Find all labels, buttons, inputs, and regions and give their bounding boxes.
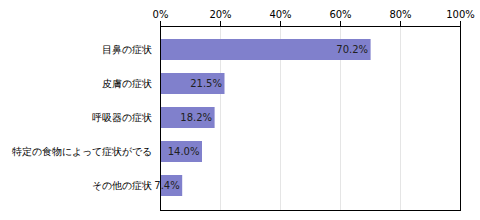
svg-text:40%: 40% <box>269 9 291 20</box>
svg-text:100%: 100% <box>446 9 475 20</box>
svg-text:呼吸器の症状: 呼吸器の症状 <box>92 112 152 123</box>
svg-text:80%: 80% <box>389 9 411 20</box>
svg-text:14.0%: 14.0% <box>168 146 200 157</box>
svg-text:18.2%: 18.2% <box>180 112 212 123</box>
svg-text:皮膚の症状: 皮膚の症状 <box>102 78 152 89</box>
svg-text:70.2%: 70.2% <box>336 44 368 55</box>
svg-text:0%: 0% <box>153 9 169 20</box>
svg-text:特定の食物によって症状がでる: 特定の食物によって症状がでる <box>12 146 152 157</box>
svg-text:21.5%: 21.5% <box>190 78 222 89</box>
svg-text:60%: 60% <box>329 9 351 20</box>
svg-text:20%: 20% <box>209 9 231 20</box>
svg-text:目鼻の症状: 目鼻の症状 <box>102 44 152 55</box>
svg-text:その他の症状: その他の症状 <box>92 180 152 191</box>
svg-text:7.4%: 7.4% <box>154 180 179 191</box>
